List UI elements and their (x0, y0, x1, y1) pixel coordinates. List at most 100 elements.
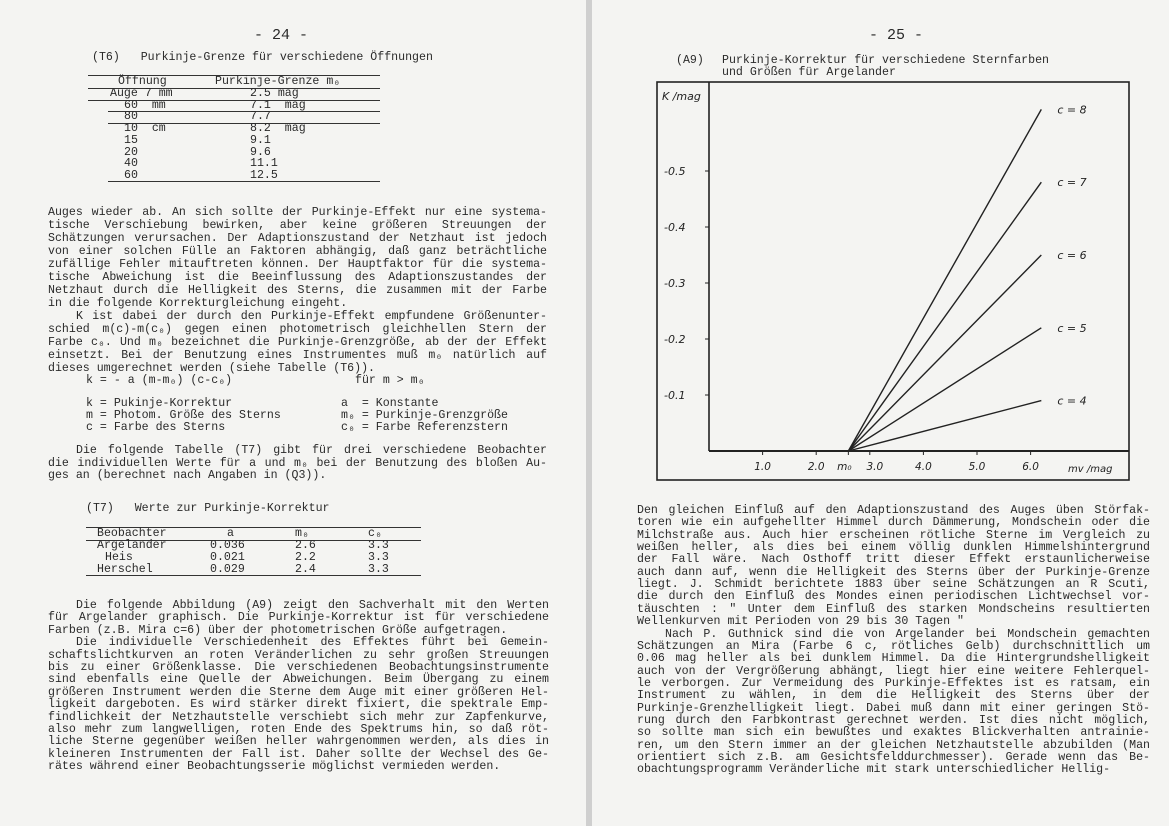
table-cell: 40 (124, 157, 138, 171)
table-rule (108, 111, 380, 113)
text-line: 0.06 mag heller als bei dunklem Himmel. … (637, 652, 1150, 666)
series-label: c = 8 (1057, 103, 1086, 116)
x-tick-label: 1.0 (754, 461, 771, 473)
text-line: Instrument zu wählen, in dem die Helligk… (637, 689, 1150, 703)
table-cell: Heis (105, 550, 133, 564)
table-cell: 9.1 (250, 133, 271, 147)
text-line: bis zu einer Größenklasse. Die verschied… (48, 661, 549, 674)
table-cell: 0.036 (210, 539, 245, 552)
text-line: liegt. J. Schmidt berichtete 1883 über s… (637, 578, 1150, 592)
text-line: so sollte man sich ein bewußtes und exak… (637, 726, 1150, 740)
formula: k = - a (m-m₀) (c-c₀) (86, 374, 233, 387)
series-label: c = 5 (1057, 322, 1086, 335)
y-axis-label: K /mag (662, 90, 701, 103)
text-line: rung durch den Farbkontrast gerechnet we… (637, 713, 1150, 727)
text-line: in die folgende Korrekturgleichung einge… (48, 297, 348, 310)
table-cell: 11.1 (250, 157, 278, 171)
text-line: die durch den Einfluß des Mondes einen p… (637, 590, 1150, 604)
text-line: K ist dabei der durch den Purkinje-Effek… (76, 310, 547, 323)
y-tick-label: -0.4 (664, 221, 685, 234)
text-line: zufällige Fehler mitauftreten können. De… (48, 258, 547, 271)
table-rule (86, 575, 421, 576)
table-cell: 3.3 (368, 539, 389, 552)
text-line: schied m(c)-m(c₀) gegen einen photometri… (48, 323, 547, 336)
table-cell: 0.029 (210, 562, 245, 576)
table-t6-caption: (T6) Purkinje-Grenze für verschiedene Öf… (92, 51, 433, 64)
text-line: Netzhaut durch die Helligkeit des Sterns… (48, 284, 547, 297)
table-cell: 7.7 (250, 110, 271, 124)
table-rule (86, 540, 421, 541)
text-line: le verborgen. Zur Vermeidung des Purkinj… (637, 676, 1150, 690)
table-cell: 0.021 (210, 550, 245, 564)
table-rule (88, 99, 380, 101)
figure-caption-line: und Größen für Argelander (722, 66, 896, 79)
table-cell: Herschel (97, 562, 153, 576)
text-line: obachtungsprogramm Veränderliche mit sta… (637, 763, 1111, 777)
series-label: c = 7 (1057, 176, 1086, 189)
table-rule (108, 122, 380, 124)
text-line: Die individuelle Verschiedenheit des Eff… (76, 636, 549, 650)
text-line: kleineren Instrumenten der Fall ist. Dah… (48, 747, 549, 761)
text-line: schaftslichtkurven an roten Veränderlich… (48, 648, 549, 662)
text-line: Nach P. Guthnick sind die von Argelander… (665, 627, 1150, 641)
text-line: rätes während einer Beobachtungsserie mö… (48, 760, 501, 774)
text-line: Die folgende Abbildung (A9) zeigt den Sa… (76, 599, 549, 612)
text-line: tische Verschiebung bewirken, aber keine… (48, 219, 547, 232)
text-line: orientiert sich z.B. am Gesichtsfelddurc… (637, 751, 1150, 764)
text-line: einsetzt. Bei der Benutzung eines Instru… (48, 349, 547, 362)
x-tick-label: 3.0 (866, 461, 883, 473)
book-gutter (586, 0, 592, 826)
table-cell: 12.5 (250, 168, 278, 182)
y-tick-label: -0.3 (664, 277, 685, 290)
legend-line: c₀ = Farbe Referenzstern (341, 421, 508, 434)
text-line: ren, um den Stern immer an der gleichen … (637, 738, 1150, 752)
text-line: liche Sterne gegenüber weißen heller wah… (48, 735, 549, 749)
text-line: größeren Instrument werden die Sterne de… (48, 685, 549, 699)
text-line: Schätzungen an Mira (Farbe 6 c, rötliche… (637, 639, 1150, 653)
text-line: Purkinje-Grenzhelligkeit liegt. Dabei mu… (637, 701, 1150, 715)
legend-line: a = Konstante (341, 397, 439, 410)
table-cell: 2.4 (295, 562, 316, 576)
text-line: sind ebenfalls eine Quelle der Abweichun… (48, 673, 549, 687)
text-line: Schätzungen verursachen. Der Adaptionszu… (48, 232, 547, 245)
table-header: a (227, 527, 234, 540)
table-cell: 10 cm (124, 122, 166, 136)
table-header: Beobachter (97, 527, 167, 540)
table-cell: 3.3 (368, 562, 389, 576)
x-tick-label: 2.0 (808, 461, 825, 473)
table-header: m₀ (295, 527, 309, 540)
chart-frame (656, 81, 1130, 481)
table-cell: 9.6 (250, 145, 271, 159)
text-line: Milchstraße aus. Auch hier erscheinen rö… (637, 528, 1150, 542)
text-line: auch von der Vergrößerung abhängt, liegt… (637, 664, 1150, 678)
text-line: ligkeit dargeboten. Es wird stärker dire… (48, 698, 549, 712)
table-cell: 15 (124, 133, 138, 147)
legend-line: c = Farbe des Sterns (86, 421, 226, 434)
table-rule (88, 88, 380, 89)
table-cell: 8.2 mag (250, 122, 306, 136)
text-line: Die folgende Tabelle (T7) gibt für drei … (76, 444, 547, 457)
text-line: Farbe c₀. Und m₀ bezeichnet die Purkinje… (48, 336, 547, 349)
text-line: der Fall wäre. Nach Osthoff tritt dieser… (637, 553, 1150, 567)
table-cell: 2.6 (295, 539, 316, 552)
page-number: - 24 - (254, 27, 309, 44)
text-line: täuschten : " Unter dem Einfluß des star… (637, 602, 1150, 616)
text-line: tische Abweichung ist die Beeinflussung … (48, 271, 547, 284)
x-tick-label: m₀ (837, 461, 852, 473)
table-cell: 2.5 mag (250, 87, 299, 100)
table-cell: Argelander (97, 539, 167, 552)
y-tick-label: -0.1 (664, 389, 685, 402)
table-cell: 2.2 (295, 550, 316, 564)
text-line: toren wie ein aufgehellter Himmel durch … (637, 516, 1150, 530)
table-header: Öffnung (118, 75, 167, 88)
series-line (847, 254, 1042, 452)
figure-label: (A9) (676, 54, 704, 67)
text-line: Den gleichen Einfluß auf den Adaptionszu… (637, 504, 1150, 517)
text-line: Auges wieder ab. An sich sollte der Purk… (48, 206, 547, 219)
text-line: also mehr zum langwelligen, roten Ende d… (48, 723, 549, 736)
series-label: c = 4 (1057, 395, 1086, 408)
text-line: von einer solchen Fülle an Faktoren abhä… (48, 245, 547, 258)
legend-line: m = Photom. Größe des Sterns (86, 409, 281, 422)
x-tick-label: 4.0 (915, 461, 932, 473)
y-tick-label: -0.5 (664, 165, 685, 178)
